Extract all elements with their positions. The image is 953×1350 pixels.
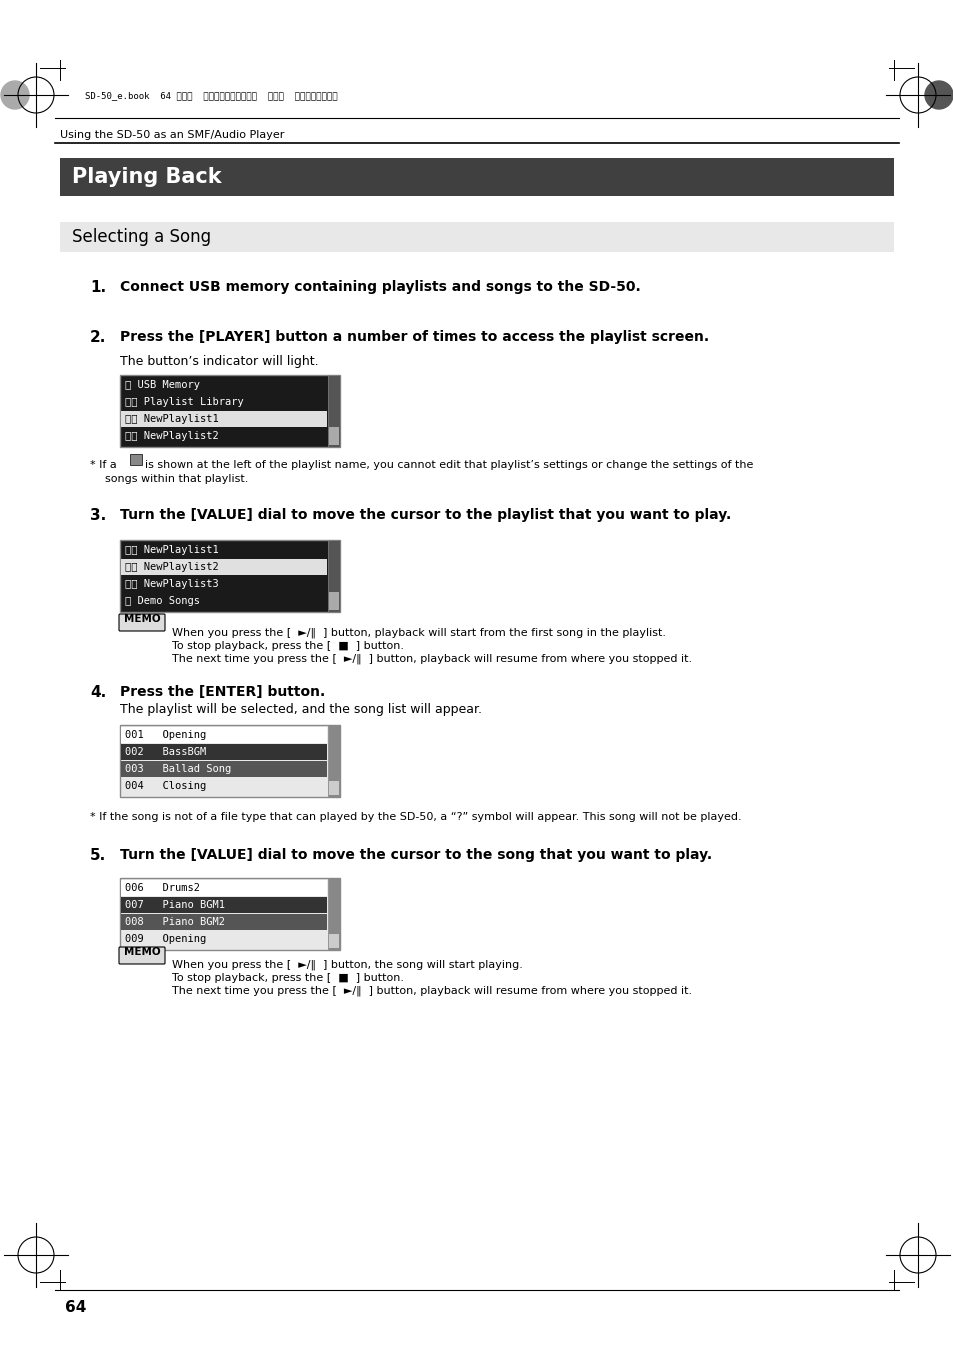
Text: is shown at the left of the playlist name, you cannot edit that playlist’s setti: is shown at the left of the playlist nam… <box>145 460 753 470</box>
Text: 003   Ballad Song: 003 Ballad Song <box>125 764 231 774</box>
FancyBboxPatch shape <box>121 896 327 913</box>
Text: 3.: 3. <box>90 508 106 522</box>
Text: When you press the [  ►/‖  ] button, playback will start from the first song in : When you press the [ ►/‖ ] button, playb… <box>172 628 665 639</box>
Text: ⑨ Demo Songs: ⑨ Demo Songs <box>125 595 200 606</box>
Text: Selecting a Song: Selecting a Song <box>71 228 211 246</box>
FancyBboxPatch shape <box>328 540 339 612</box>
Text: Press the [ENTER] button.: Press the [ENTER] button. <box>120 684 325 699</box>
Text: The next time you press the [  ►/‖  ] button, playback will resume from where yo: The next time you press the [ ►/‖ ] butt… <box>172 653 691 664</box>
Text: 006   Drums2: 006 Drums2 <box>125 883 200 892</box>
FancyBboxPatch shape <box>60 158 893 196</box>
FancyBboxPatch shape <box>119 946 165 964</box>
Circle shape <box>1 81 29 109</box>
FancyBboxPatch shape <box>121 728 327 743</box>
FancyBboxPatch shape <box>120 540 339 612</box>
Text: 5.: 5. <box>90 848 106 863</box>
Text: When you press the [  ►/‖  ] button, the song will start playing.: When you press the [ ►/‖ ] button, the s… <box>172 960 522 971</box>
Text: To stop playback, press the [  ■  ] button.: To stop playback, press the [ ■ ] button… <box>172 641 403 651</box>
Text: 009   Opening: 009 Opening <box>125 934 206 944</box>
Text: Playing Back: Playing Back <box>71 167 221 188</box>
Text: 4.: 4. <box>90 684 106 701</box>
Text: songs within that playlist.: songs within that playlist. <box>105 474 248 485</box>
FancyBboxPatch shape <box>121 744 327 760</box>
Text: The playlist will be selected, and the song list will appear.: The playlist will be selected, and the s… <box>120 703 481 716</box>
Text: ⑨⑩ NewPlaylist1: ⑨⑩ NewPlaylist1 <box>125 414 218 424</box>
FancyBboxPatch shape <box>329 427 338 446</box>
FancyBboxPatch shape <box>329 934 338 948</box>
FancyBboxPatch shape <box>119 614 165 630</box>
FancyBboxPatch shape <box>121 880 327 896</box>
Text: ⑨ USB Memory: ⑨ USB Memory <box>125 379 200 390</box>
FancyBboxPatch shape <box>130 454 142 464</box>
FancyBboxPatch shape <box>121 559 327 575</box>
FancyBboxPatch shape <box>328 878 339 950</box>
Text: MEMO: MEMO <box>124 614 160 624</box>
Text: Turn the [VALUE] dial to move the cursor to the playlist that you want to play.: Turn the [VALUE] dial to move the cursor… <box>120 508 731 522</box>
Text: 002   BassBGM: 002 BassBGM <box>125 747 206 757</box>
Text: ⑨⑩ Playlist Library: ⑨⑩ Playlist Library <box>125 397 244 406</box>
Text: 1.: 1. <box>90 279 106 296</box>
FancyBboxPatch shape <box>328 375 339 447</box>
FancyBboxPatch shape <box>121 761 327 778</box>
Text: Using the SD-50 as an SMF/Audio Player: Using the SD-50 as an SMF/Audio Player <box>60 130 284 140</box>
Text: * If a: * If a <box>90 460 116 470</box>
Text: 001   Opening: 001 Opening <box>125 730 206 740</box>
Text: ⑨⑩ NewPlaylist3: ⑨⑩ NewPlaylist3 <box>125 579 218 589</box>
FancyBboxPatch shape <box>120 878 339 950</box>
FancyBboxPatch shape <box>329 782 338 795</box>
Text: 2.: 2. <box>90 329 107 346</box>
Text: ⑨⑩ NewPlaylist2: ⑨⑩ NewPlaylist2 <box>125 431 218 441</box>
FancyBboxPatch shape <box>120 375 339 447</box>
Text: 64: 64 <box>65 1300 87 1315</box>
FancyBboxPatch shape <box>121 410 327 427</box>
Text: The next time you press the [  ►/‖  ] button, playback will resume from where yo: The next time you press the [ ►/‖ ] butt… <box>172 986 691 996</box>
Circle shape <box>924 81 952 109</box>
Text: 004   Closing: 004 Closing <box>125 782 206 791</box>
Text: Turn the [VALUE] dial to move the cursor to the song that you want to play.: Turn the [VALUE] dial to move the cursor… <box>120 848 711 863</box>
FancyBboxPatch shape <box>328 725 339 796</box>
FancyBboxPatch shape <box>121 914 327 930</box>
Text: ⑨⑩ NewPlaylist2: ⑨⑩ NewPlaylist2 <box>125 562 218 572</box>
Text: To stop playback, press the [  ■  ] button.: To stop playback, press the [ ■ ] button… <box>172 973 403 983</box>
FancyBboxPatch shape <box>120 725 339 796</box>
FancyBboxPatch shape <box>60 221 893 252</box>
Text: 007   Piano BGM1: 007 Piano BGM1 <box>125 900 225 910</box>
Text: ⑨⑩ NewPlaylist1: ⑨⑩ NewPlaylist1 <box>125 545 218 555</box>
Text: Press the [PLAYER] button a number of times to access the playlist screen.: Press the [PLAYER] button a number of ti… <box>120 329 708 344</box>
Text: MEMO: MEMO <box>124 946 160 957</box>
Text: * If the song is not of a file type that can played by the SD-50, a “?” symbol w: * If the song is not of a file type that… <box>90 811 740 822</box>
Text: SD-50_e.book  64 ページ  ２０１０年１月２５日  月曜日  午前１０時５２分: SD-50_e.book 64 ページ ２０１０年１月２５日 月曜日 午前１０時… <box>85 92 337 100</box>
FancyBboxPatch shape <box>329 593 338 610</box>
Text: 008   Piano BGM2: 008 Piano BGM2 <box>125 917 225 927</box>
Text: Connect USB memory containing playlists and songs to the SD-50.: Connect USB memory containing playlists … <box>120 279 640 294</box>
Text: The button’s indicator will light.: The button’s indicator will light. <box>120 355 318 369</box>
